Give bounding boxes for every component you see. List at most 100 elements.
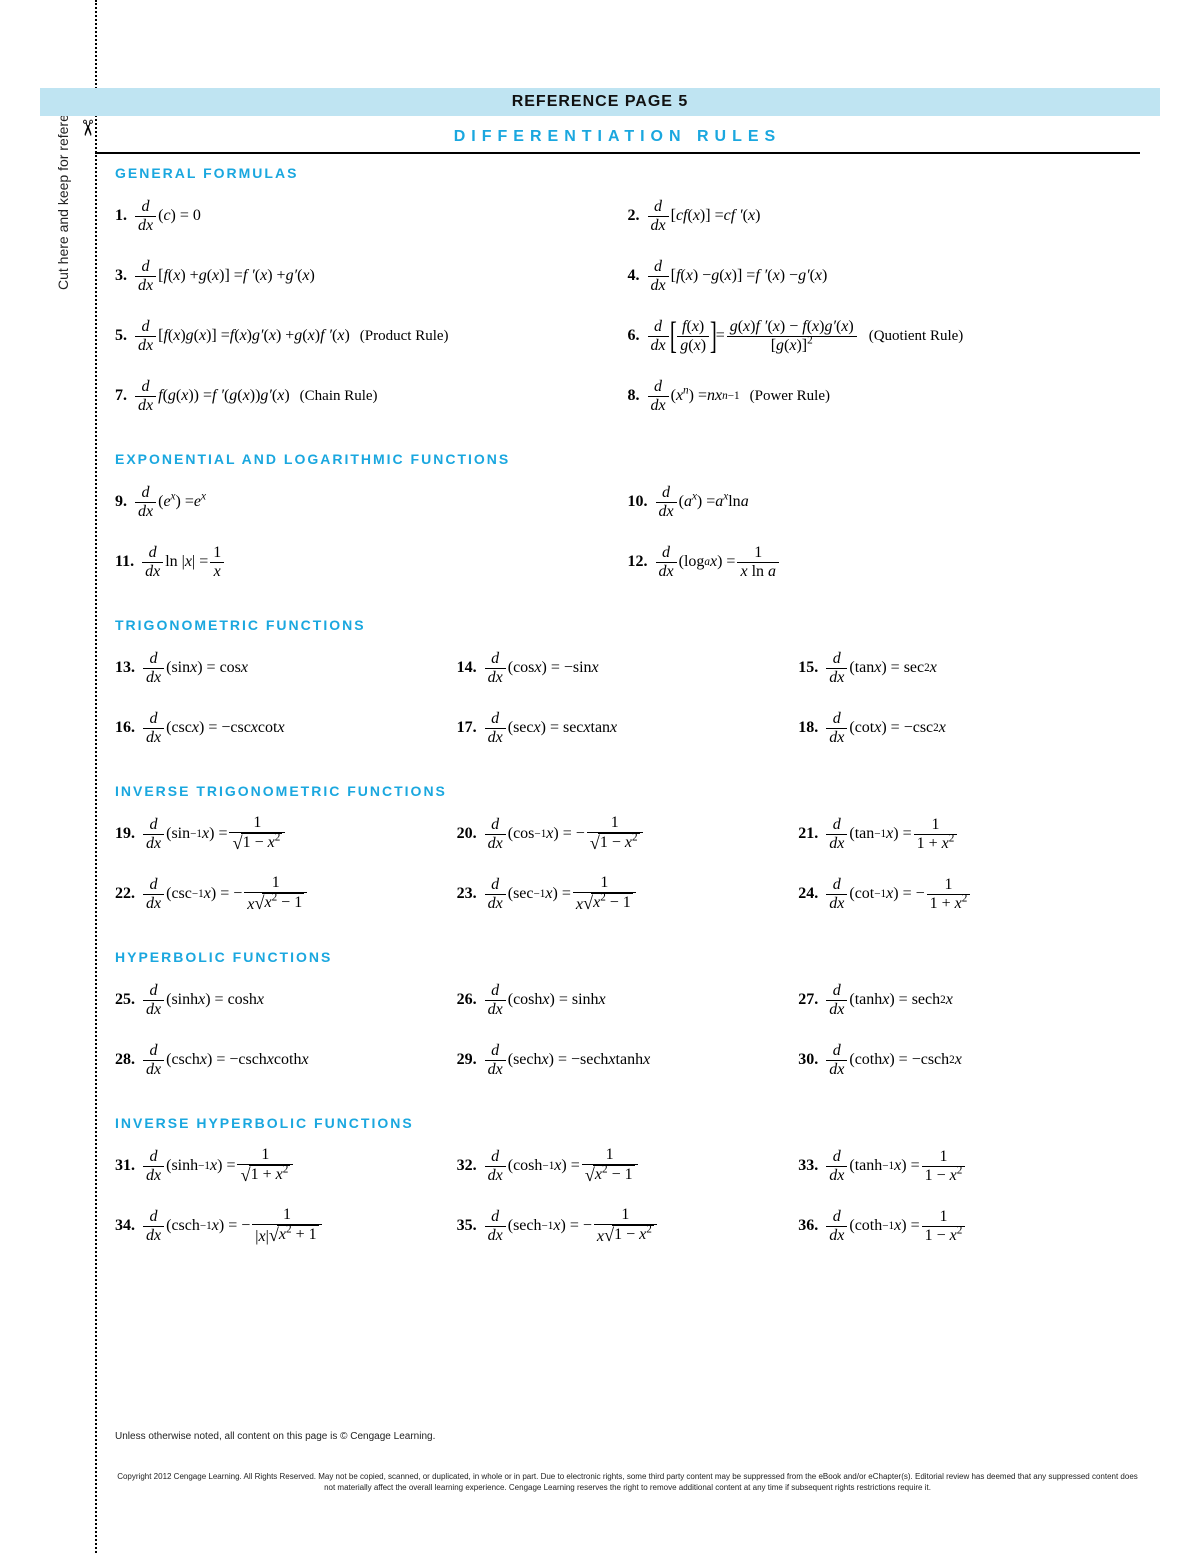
num: 12. [628,553,648,571]
footer: Unless otherwise noted, all content on t… [115,1431,1140,1493]
formula-6: 6. ddx [ f(x)g(x) ] = g(x)f ′(x) − f(x)g… [628,315,1141,357]
formula-28: 28. ddx (csch x) = −csch x coth x [115,1039,457,1081]
num: 11. [115,553,134,571]
formula-23: 23. ddx (sec−1x) = 1xx2 − 1 [457,873,799,915]
formula-3: 3. ddx [ f(x) + g(x)] = f ′(x) + g′(x) [115,255,628,297]
page-subhead: DIFFERENTIATION RULES [95,128,1140,154]
cut-line [95,0,97,1553]
formula-row: 31. ddx (sinh−1x) = 11 + x2 32. ddx (cos… [115,1145,1140,1187]
page-banner: REFERENCE PAGE 5 [40,88,1160,116]
formula-18: 18. ddx (cot x) = −csc2x [798,707,1140,749]
section-trig: TRIGONOMETRIC FUNCTIONS [115,617,1140,633]
num: 14. [457,659,477,677]
num: 16. [115,719,135,737]
quotient-rule-label: (Quotient Rule) [869,328,964,345]
formula-row: 11. ddx ln |x| = 1x 12. ddx (loga x) = 1… [115,541,1140,583]
num: 1. [115,207,127,225]
num: 26. [457,991,477,1009]
product-rule-label: (Product Rule) [360,328,449,345]
formula-4: 4. ddx [ f(x) − g(x)] = f ′(x) − g′(x) [628,255,1141,297]
num: 7. [115,387,127,405]
num: 34. [115,1217,135,1235]
num: 17. [457,719,477,737]
formula-22: 22. ddx (csc−1x) = − 1xx2 − 1 [115,873,457,915]
formula-31: 31. ddx (sinh−1x) = 11 + x2 [115,1145,457,1187]
formula-row: 3. ddx [ f(x) + g(x)] = f ′(x) + g′(x) 4… [115,255,1140,297]
section-general: GENERAL FORMULAS [115,165,1140,181]
num: 31. [115,1157,135,1175]
formula-10: 10. ddx (ax) = ax ln a [628,481,1141,523]
formula-30: 30. ddx (coth x) = −csch2x [798,1039,1140,1081]
section-invhyp: INVERSE HYPERBOLIC FUNCTIONS [115,1115,1140,1131]
formula-row: 19. ddx (sin−1x) = 11 − x2 20. ddx (cos−… [115,813,1140,855]
formula-row: 13. ddx (sin x) = cos x 14. ddx (cos x) … [115,647,1140,689]
formula-34: 34. ddx (csch−1x) = − 1|x|x2 + 1 [115,1205,457,1247]
formula-24: 24. ddx (cot−1x) = − 11 + x2 [798,873,1140,915]
formula-2: 2. ddx [cf(x)] = cf ′(x) [628,195,1141,237]
section-explog: EXPONENTIAL AND LOGARITHMIC FUNCTIONS [115,451,1140,467]
num: 28. [115,1051,135,1069]
num: 4. [628,267,640,285]
formula-row: 9. ddx (ex) = ex 10. ddx (ax) = ax ln a [115,481,1140,523]
formula-row: 5. ddx [ f(x)g(x)] = f(x)g′(x) + g(x)f ′… [115,315,1140,357]
num: 24. [798,885,818,903]
formula-14: 14. ddx (cos x) = −sin x [457,647,799,689]
chain-rule-label: (Chain Rule) [300,388,378,405]
footer-note: Unless otherwise noted, all content on t… [115,1431,1140,1442]
formula-5: 5. ddx [ f(x)g(x)] = f(x)g′(x) + g(x)f ′… [115,315,628,357]
num: 23. [457,885,477,903]
num: 8. [628,387,640,405]
formula-25: 25. ddx (sinh x) = cosh x [115,979,457,1021]
formula-21: 21. ddx (tan−1x) = 11 + x2 [798,813,1140,855]
formula-32: 32. ddx (cosh−1x) = 1x2 − 1 [457,1145,799,1187]
num: 9. [115,493,127,511]
section-hyp: HYPERBOLIC FUNCTIONS [115,949,1140,965]
side-text: Cut here and keep for reference [55,92,71,290]
formula-27: 27. ddx (tanh x) = sech2x [798,979,1140,1021]
formula-row: 1. ddx (c) = 0 2. ddx [cf(x)] = cf ′(x) [115,195,1140,237]
formula-row: 28. ddx (csch x) = −csch x coth x 29. dd… [115,1039,1140,1081]
formula-9: 9. ddx (ex) = ex [115,481,628,523]
formula-8: 8. ddx (xn) = nxn−1 (Power Rule) [628,375,1141,417]
num: 32. [457,1157,477,1175]
num: 22. [115,885,135,903]
num: 30. [798,1051,818,1069]
num: 29. [457,1051,477,1069]
formula-13: 13. ddx (sin x) = cos x [115,647,457,689]
formula-36: 36. ddx (coth−1x) = 11 − x2 [798,1205,1140,1247]
num: 13. [115,659,135,677]
num: 15. [798,659,818,677]
formula-row: 22. ddx (csc−1x) = − 1xx2 − 1 23. ddx (s… [115,873,1140,915]
formula-33: 33. ddx (tanh−1x) = 11 − x2 [798,1145,1140,1187]
num: 2. [628,207,640,225]
num: 27. [798,991,818,1009]
formula-row: 34. ddx (csch−1x) = − 1|x|x2 + 1 35. ddx… [115,1205,1140,1247]
num: 20. [457,825,477,843]
num: 3. [115,267,127,285]
num: 6. [628,327,640,345]
num: 21. [798,825,818,843]
content: GENERAL FORMULAS 1. ddx (c) = 0 2. ddx [… [115,165,1140,1265]
formula-row: 7. ddx f(g(x)) = f ′(g(x))g′(x) (Chain R… [115,375,1140,417]
reference-page: ✂ Cut here and keep for reference REFERE… [0,0,1200,1553]
num: 36. [798,1217,818,1235]
copyright: Copyright 2012 Cengage Learning. All Rig… [115,1472,1140,1493]
formula-row: 16. ddx (csc x) = −csc x cot x 17. ddx (… [115,707,1140,749]
formula-11: 11. ddx ln |x| = 1x [115,541,628,583]
formula-19: 19. ddx (sin−1x) = 11 − x2 [115,813,457,855]
num: 5. [115,327,127,345]
section-invtrig: INVERSE TRIGONOMETRIC FUNCTIONS [115,783,1140,799]
power-rule-label: (Power Rule) [750,388,830,405]
num: 35. [457,1217,477,1235]
formula-7: 7. ddx f(g(x)) = f ′(g(x))g′(x) (Chain R… [115,375,628,417]
num: 18. [798,719,818,737]
formula-20: 20. ddx (cos−1x) = − 11 − x2 [457,813,799,855]
formula-17: 17. ddx (sec x) = sec x tan x [457,707,799,749]
num: 25. [115,991,135,1009]
formula-row: 25. ddx (sinh x) = cosh x 26. ddx (cosh … [115,979,1140,1021]
num: 19. [115,825,135,843]
formula-15: 15. ddx (tan x) = sec2x [798,647,1140,689]
formula-26: 26. ddx (cosh x) = sinh x [457,979,799,1021]
formula-16: 16. ddx (csc x) = −csc x cot x [115,707,457,749]
num: 33. [798,1157,818,1175]
